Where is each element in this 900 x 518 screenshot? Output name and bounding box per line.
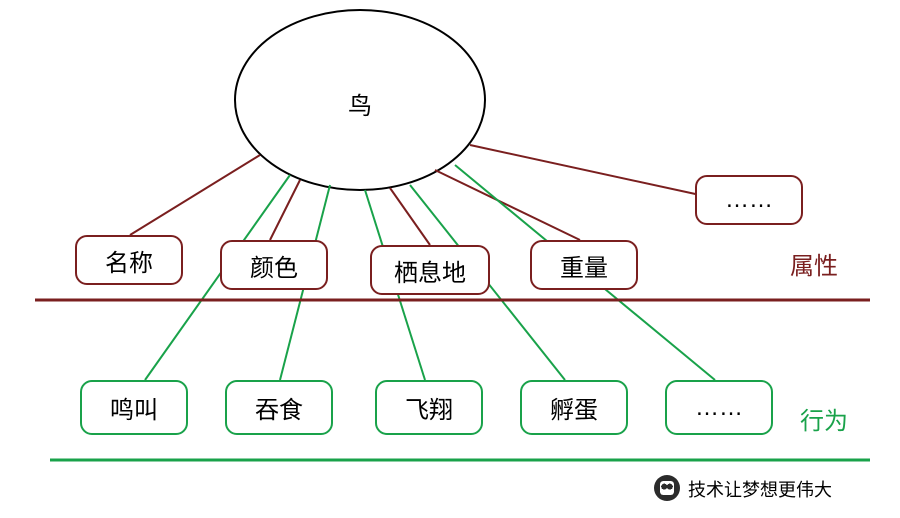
wechat-logo-icon (654, 475, 680, 501)
attr-node-more-label: …… (725, 186, 773, 214)
attr-node-name-label: 名称 (105, 243, 153, 278)
center-node-label: 鸟 (348, 86, 372, 121)
attr-node-habitat-label: 栖息地 (394, 253, 466, 288)
beh-node-fly: 飞翔 (375, 380, 483, 435)
attr-node-more: …… (695, 175, 803, 225)
beh-node-sing: 鸣叫 (80, 380, 188, 435)
beh-node-hatch: 孵蛋 (520, 380, 628, 435)
beh-node-eat: 吞食 (225, 380, 333, 435)
attr-node-habitat: 栖息地 (370, 245, 490, 295)
behaviors-title: 行为 (800, 401, 848, 436)
footer-credit: 技术让梦想更伟大 (688, 476, 832, 502)
attr-node-weight-label: 重量 (560, 248, 608, 283)
attr-node-color-label: 颜色 (250, 248, 298, 283)
attr-node-name: 名称 (75, 235, 183, 285)
attr-node-color: 颜色 (220, 240, 328, 290)
beh-node-more-label: …… (695, 394, 743, 422)
beh-node-fly-label: 飞翔 (405, 390, 453, 425)
attributes-title: 属性 (790, 246, 838, 281)
attr-node-weight: 重量 (530, 240, 638, 290)
beh-node-hatch-label: 孵蛋 (550, 390, 598, 425)
beh-node-sing-label: 鸣叫 (110, 390, 158, 425)
beh-node-more: …… (665, 380, 773, 435)
beh-node-eat-label: 吞食 (255, 390, 303, 425)
